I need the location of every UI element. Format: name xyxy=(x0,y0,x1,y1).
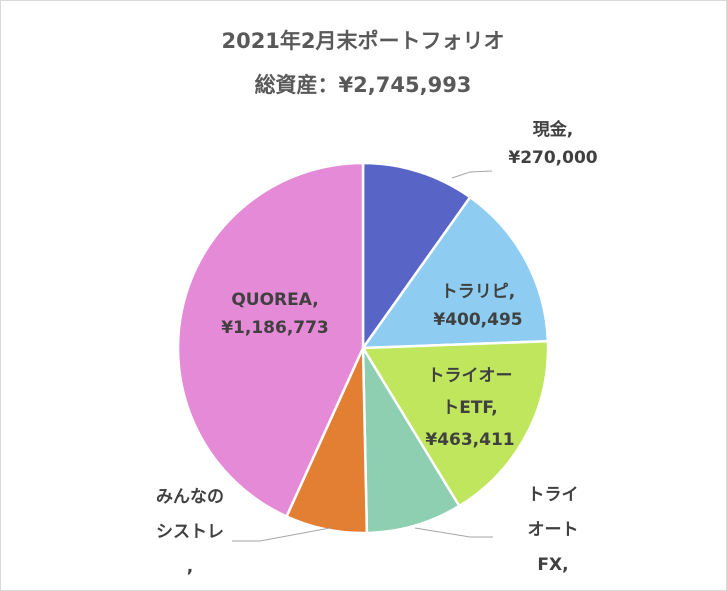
data-value-label: ¥270,000 xyxy=(508,148,597,168)
data-value-label: ¥463,411 xyxy=(425,430,514,450)
data-label: QUOREA, xyxy=(231,290,318,310)
chart-title: 2021年2月末ポートフォリオ xyxy=(221,29,504,53)
leader-line xyxy=(414,527,493,538)
pie-slice xyxy=(361,343,461,535)
leader-line xyxy=(232,527,331,542)
pie-slice xyxy=(361,161,472,352)
pie-slice xyxy=(360,339,550,508)
leader-line xyxy=(451,170,493,179)
data-label: 現金, xyxy=(533,119,573,140)
data-label: トライオートETF, xyxy=(428,366,513,418)
pie-slice xyxy=(176,161,365,519)
data-value-label: ¥1,186,773 xyxy=(221,318,329,338)
chart-subtitle: 総資産：¥2,745,993 xyxy=(255,73,472,97)
data-label: トラリピ, xyxy=(441,282,515,302)
data-label: トライオート FX, xyxy=(528,485,579,575)
data-value-label: ¥400,495 xyxy=(433,310,522,330)
data-label: みんなのシストレ, xyxy=(156,487,224,577)
pie-slice xyxy=(360,195,550,350)
